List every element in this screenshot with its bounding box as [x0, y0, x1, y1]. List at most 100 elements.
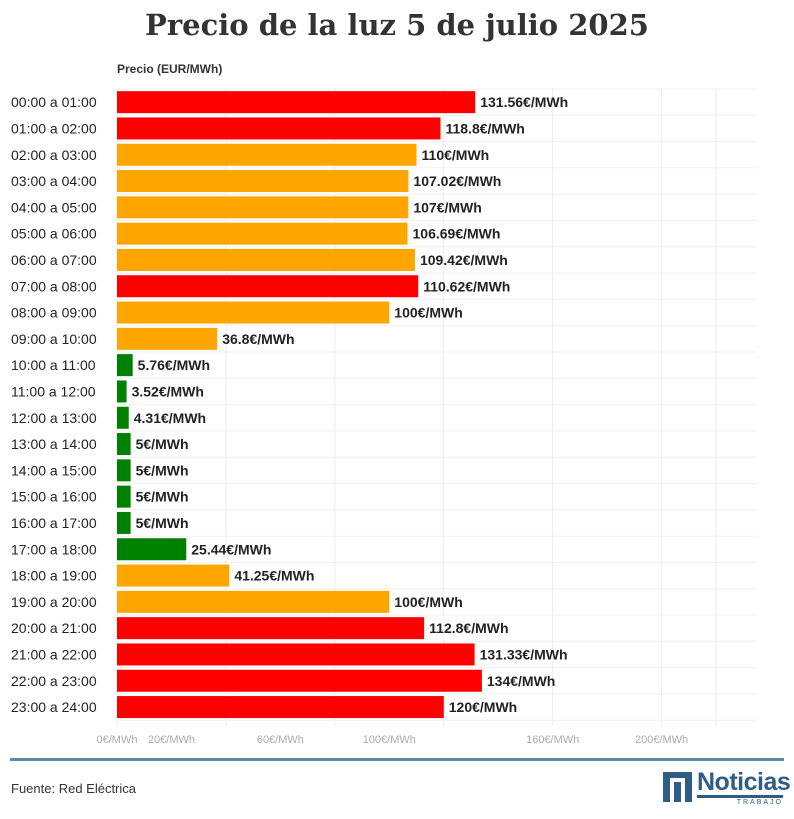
category-label: 20:00 a 21:00	[11, 620, 97, 636]
value-label: 5.76€/MWh	[138, 357, 210, 373]
x-axis-ticks: 0€/MWh 20€/MWh 60€/MWh 100€/MWh 160€/MWh 200€…	[97, 734, 689, 746]
category-label: 01:00 a 02:00	[11, 120, 97, 136]
bar[interactable]	[117, 617, 425, 640]
bar-row: 16:00 a 17:00 5€/MWh	[11, 511, 189, 534]
bar[interactable]	[117, 222, 408, 245]
bar-row: 03:00 a 04:00 107.02€/MWh	[11, 170, 501, 193]
bar-row: 05:00 a 06:00 106.69€/MWh	[11, 222, 501, 245]
bar-row: 19:00 a 20:00 100€/MWh	[11, 590, 463, 613]
bar-row: 00:00 a 01:00 131.56€/MWh	[11, 91, 568, 114]
bar[interactable]	[117, 327, 218, 350]
x-tick-label: 60€/MWh	[257, 734, 304, 746]
bar[interactable]	[117, 643, 475, 666]
value-label: 109.42€/MWh	[420, 252, 508, 268]
value-label: 3.52€/MWh	[132, 383, 204, 399]
bar-row: 09:00 a 10:00 36.8€/MWh	[11, 327, 295, 350]
category-label: 07:00 a 08:00	[11, 278, 97, 294]
source-text: Fuente: Red Eléctrica	[11, 781, 137, 796]
value-label: 106.69€/MWh	[413, 226, 501, 242]
gridlines	[116, 88, 757, 727]
bar[interactable]	[117, 301, 390, 324]
bar[interactable]	[117, 459, 131, 482]
category-label: 23:00 a 24:00	[11, 699, 97, 715]
category-label: 00:00 a 01:00	[11, 94, 97, 110]
category-label: 19:00 a 20:00	[11, 594, 97, 610]
category-label: 04:00 a 05:00	[11, 199, 97, 215]
noticias-trabajo-logo[interactable]: Noticias TRABAJO	[663, 768, 791, 806]
category-label: 12:00 a 13:00	[11, 410, 97, 426]
bar[interactable]	[117, 485, 131, 508]
bar-rows: 00:00 a 01:00 131.56€/MWh 01:00 a 02:00 118…	[11, 91, 568, 719]
category-label: 15:00 a 16:00	[11, 489, 97, 505]
value-label: 25.44€/MWh	[191, 541, 271, 557]
bar-row: 08:00 a 09:00 100€/MWh	[11, 301, 463, 324]
x-tick-label: 160€/MWh	[526, 734, 579, 746]
bar-row: 11:00 a 12:00 3.52€/MWh	[11, 380, 204, 403]
bar-row: 12:00 a 13:00 4.31€/MWh	[11, 406, 206, 429]
bar[interactable]	[117, 564, 230, 587]
bar[interactable]	[117, 354, 133, 377]
category-label: 22:00 a 23:00	[11, 673, 97, 689]
value-label: 100€/MWh	[394, 305, 462, 321]
value-label: 36.8€/MWh	[222, 331, 294, 347]
category-label: 14:00 a 15:00	[11, 462, 97, 478]
category-label: 18:00 a 19:00	[11, 568, 97, 584]
value-label: 5€/MWh	[136, 515, 189, 531]
value-label: 107€/MWh	[413, 199, 481, 215]
bar[interactable]	[117, 143, 417, 166]
bar[interactable]	[117, 117, 441, 140]
category-label: 05:00 a 06:00	[11, 226, 97, 242]
category-label: 06:00 a 07:00	[11, 252, 97, 268]
bar[interactable]	[117, 91, 476, 114]
logo-n-icon	[663, 772, 692, 802]
bar[interactable]	[117, 275, 419, 298]
bar-row: 23:00 a 24:00 120€/MWh	[11, 696, 517, 719]
category-label: 10:00 a 11:00	[11, 357, 96, 373]
footer-divider	[10, 758, 784, 761]
x-tick-label: 200€/MWh	[635, 734, 688, 746]
bar[interactable]	[117, 669, 482, 692]
bar[interactable]	[117, 248, 415, 271]
bar-row: 07:00 a 08:00 110.62€/MWh	[11, 275, 510, 298]
bar-row: 13:00 a 14:00 5€/MWh	[11, 433, 189, 456]
value-label: 100€/MWh	[394, 594, 462, 610]
x-tick-label: 0€/MWh	[97, 734, 138, 746]
bar[interactable]	[117, 170, 409, 193]
category-label: 11:00 a 12:00	[11, 383, 96, 399]
value-label: 5€/MWh	[136, 489, 189, 505]
x-tick-label: 100€/MWh	[363, 734, 416, 746]
bar[interactable]	[117, 433, 131, 456]
value-label: 131.33€/MWh	[480, 646, 568, 662]
bar[interactable]	[117, 196, 409, 219]
bar[interactable]	[117, 511, 131, 534]
bar-row: 20:00 a 21:00 112.8€/MWh	[11, 617, 509, 640]
category-label: 02:00 a 03:00	[11, 147, 97, 163]
bar[interactable]	[117, 538, 187, 561]
bar[interactable]	[117, 380, 127, 403]
logo-subtitle: TRABAJO	[697, 795, 783, 806]
logo-word: Noticias	[697, 768, 791, 796]
bar-row: 06:00 a 07:00 109.42€/MWh	[11, 248, 508, 271]
category-label: 13:00 a 14:00	[11, 436, 97, 452]
value-label: 5€/MWh	[136, 436, 189, 452]
value-label: 112.8€/MWh	[429, 620, 508, 636]
bar-row: 02:00 a 03:00 110€/MWh	[11, 143, 490, 166]
category-label: 08:00 a 09:00	[11, 305, 97, 321]
value-label: 4.31€/MWh	[134, 410, 206, 426]
bar[interactable]	[117, 406, 129, 429]
x-tick-label: 20€/MWh	[148, 734, 195, 746]
value-label: 131.56€/MWh	[480, 94, 568, 110]
category-label: 21:00 a 22:00	[11, 646, 97, 662]
value-label: 118.8€/MWh	[445, 120, 524, 136]
bar-row: 18:00 a 19:00 41.25€/MWh	[11, 564, 314, 587]
bar[interactable]	[117, 696, 444, 719]
value-label: 110€/MWh	[422, 147, 490, 163]
value-label: 5€/MWh	[136, 462, 189, 478]
bar-row: 01:00 a 02:00 118.8€/MWh	[11, 117, 525, 140]
category-label: 09:00 a 10:00	[11, 331, 97, 347]
bar-row: 22:00 a 23:00 134€/MWh	[11, 669, 555, 692]
category-label: 03:00 a 04:00	[11, 173, 97, 189]
bar-row: 15:00 a 16:00 5€/MWh	[11, 485, 189, 508]
value-label: 134€/MWh	[487, 673, 555, 689]
bar[interactable]	[117, 590, 390, 613]
